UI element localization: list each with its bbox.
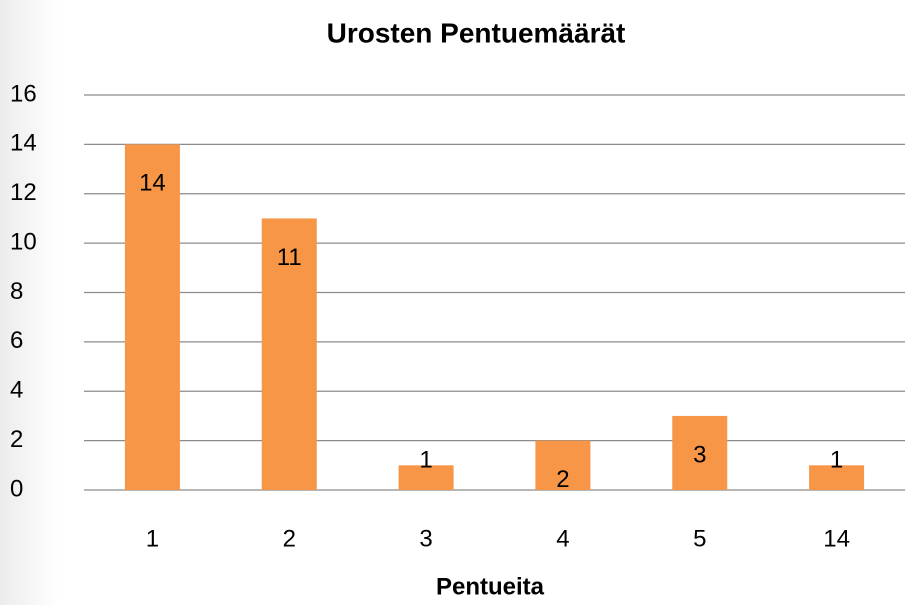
data-label: 2 (556, 466, 569, 493)
y-tick-label: 10 (10, 228, 37, 255)
y-tick-label: 12 (10, 179, 37, 206)
x-axis-label: Pentueita (436, 573, 545, 600)
data-label: 11 (277, 244, 302, 271)
bar (535, 440, 591, 490)
bar (124, 144, 180, 490)
x-tick-label: 3 (419, 525, 432, 552)
y-tick-label: 8 (10, 278, 23, 305)
y-tick-label: 6 (10, 327, 23, 354)
x-tick-label: 1 (146, 525, 159, 552)
bar (809, 465, 865, 490)
y-tick-label: 2 (10, 426, 23, 453)
data-label: 3 (693, 441, 706, 468)
bar (672, 415, 728, 490)
x-tick-label: 5 (693, 525, 706, 552)
bar (398, 465, 454, 490)
y-tick-label: 14 (10, 130, 37, 157)
data-label: 1 (830, 447, 843, 474)
x-tick-label: 2 (283, 525, 296, 552)
chart-title: Urosten Pentuemäärät (327, 17, 626, 48)
x-tick-label: 14 (823, 525, 850, 552)
data-label: 14 (139, 170, 166, 197)
y-tick-label: 4 (10, 377, 23, 404)
y-tick-label: 16 (10, 80, 37, 107)
y-tick-label: 0 (10, 475, 23, 502)
bar (261, 218, 317, 490)
x-tick-label: 4 (556, 525, 569, 552)
data-label: 1 (419, 447, 432, 474)
